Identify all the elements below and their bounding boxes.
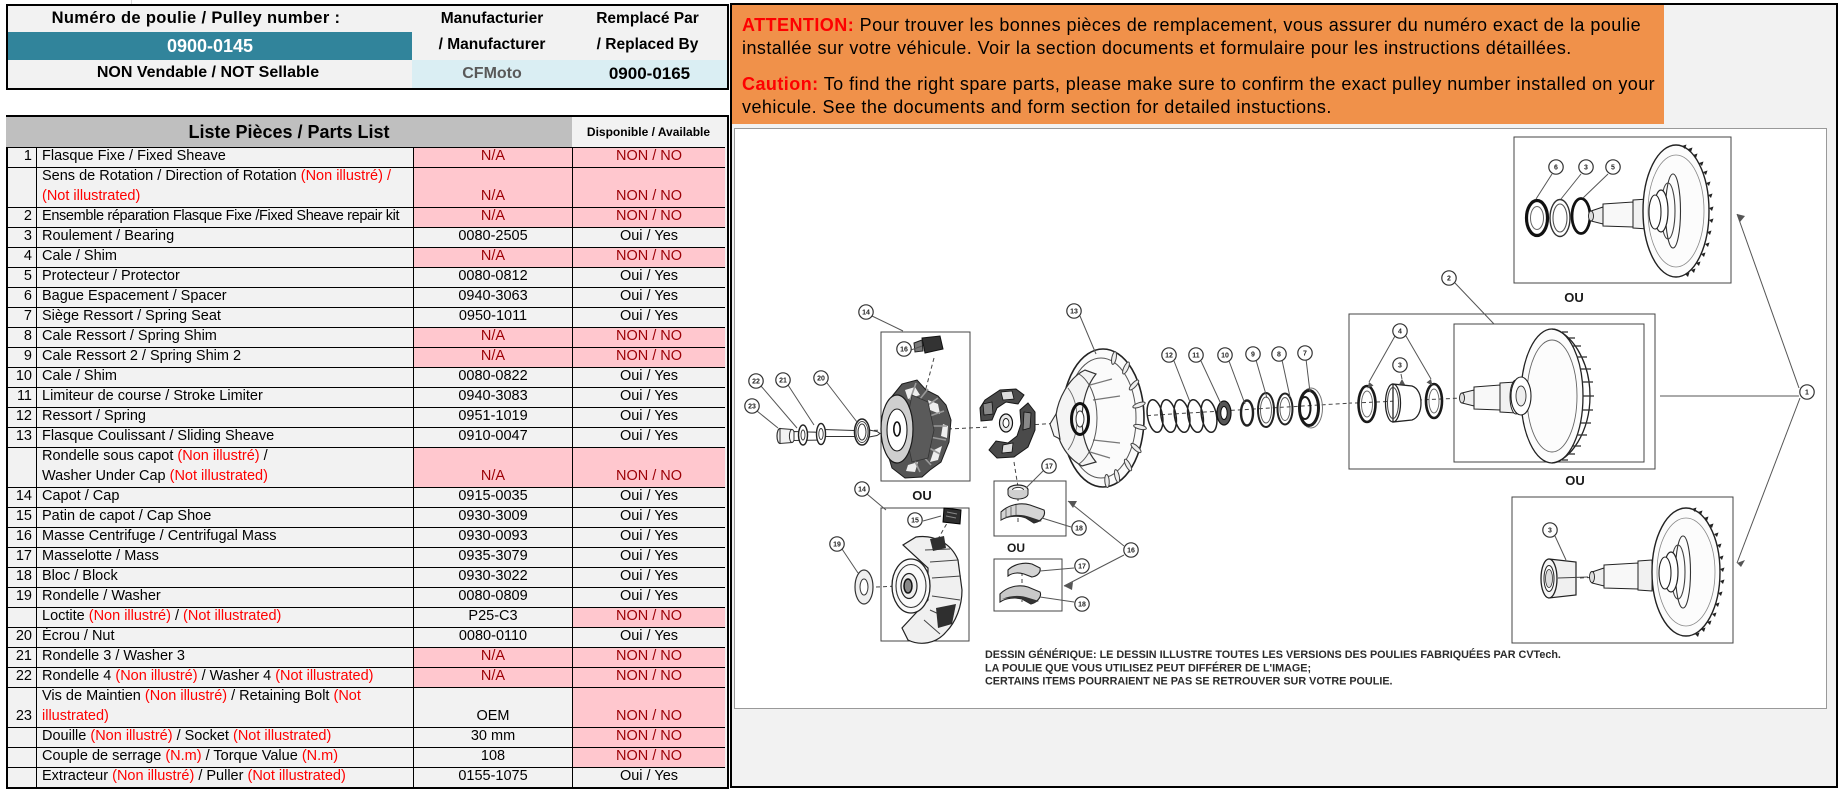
- svg-text:10: 10: [1221, 353, 1229, 360]
- svg-text:OU: OU: [1564, 290, 1584, 305]
- svg-text:1: 1: [1805, 390, 1809, 397]
- svg-text:22: 22: [752, 379, 760, 386]
- svg-text:4: 4: [1398, 329, 1402, 336]
- svg-text:15: 15: [911, 518, 919, 525]
- svg-text:8: 8: [1277, 352, 1281, 359]
- svg-text:13: 13: [1070, 309, 1078, 316]
- svg-text:14: 14: [858, 487, 866, 494]
- svg-text:21: 21: [779, 378, 787, 385]
- svg-text:12: 12: [1165, 353, 1173, 360]
- svg-text:3: 3: [1584, 165, 1588, 172]
- svg-text:OU: OU: [1007, 541, 1025, 555]
- svg-text:2: 2: [1447, 276, 1451, 283]
- svg-text:18: 18: [1078, 602, 1086, 609]
- svg-text:17: 17: [1045, 464, 1053, 471]
- svg-text:CERTAINS ITEMS POURRAIENT NE P: CERTAINS ITEMS POURRAIENT NE PAS SE RETR…: [985, 676, 1393, 688]
- svg-text:11: 11: [1192, 353, 1200, 360]
- svg-text:17: 17: [1078, 564, 1086, 571]
- svg-text:5: 5: [1611, 165, 1615, 172]
- svg-text:23: 23: [748, 404, 756, 411]
- svg-text:OU: OU: [912, 488, 932, 503]
- svg-text:DESSIN GÉNÉRIQUE: LE DESSIN IL: DESSIN GÉNÉRIQUE: LE DESSIN ILLUSTRE TOU…: [985, 648, 1561, 661]
- svg-text:6: 6: [1554, 165, 1558, 172]
- svg-text:7: 7: [1303, 351, 1307, 358]
- svg-text:18: 18: [1075, 526, 1083, 533]
- svg-text:9: 9: [1251, 352, 1255, 359]
- svg-text:LA POULIE QUE VOUS UTILISEZ PE: LA POULIE QUE VOUS UTILISEZ PEUT DIFFÉRE…: [985, 661, 1311, 674]
- svg-text:20: 20: [817, 376, 825, 383]
- svg-text:14: 14: [862, 310, 870, 317]
- svg-text:3: 3: [1548, 528, 1552, 535]
- svg-text:3: 3: [1398, 363, 1402, 370]
- svg-text:OU: OU: [1565, 473, 1585, 488]
- svg-text:16: 16: [900, 347, 908, 354]
- svg-text:16: 16: [1127, 548, 1135, 555]
- svg-text:19: 19: [833, 542, 841, 549]
